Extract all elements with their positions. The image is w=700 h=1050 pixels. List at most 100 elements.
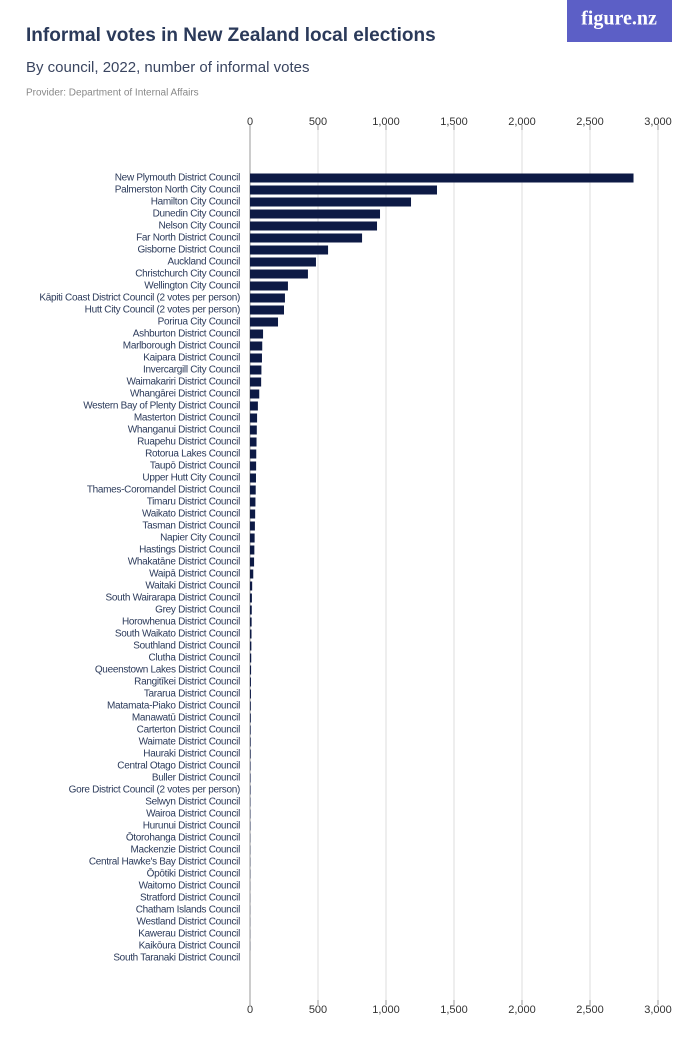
bar	[250, 665, 252, 675]
y-tick-label: Auckland Council	[168, 257, 241, 268]
y-tick-label: Buller District Council	[152, 773, 240, 784]
bar	[250, 329, 264, 339]
bar	[250, 209, 381, 219]
bar	[250, 509, 256, 519]
bar	[250, 737, 251, 747]
bar	[250, 413, 258, 423]
y-tick-label: Rotorua Lakes Council	[145, 449, 240, 460]
y-tick-label: Waikato District Council	[142, 509, 240, 520]
y-tick-label: Ōtorohanga District Council	[126, 832, 240, 844]
bar	[250, 521, 255, 531]
y-tick-label: Whangārei District Council	[130, 389, 240, 400]
bar	[250, 353, 262, 363]
bar	[250, 281, 288, 291]
source: Provider: Department of Internal Affairs	[26, 88, 199, 99]
y-tick-label: Grey District Council	[155, 605, 240, 616]
y-tick-label: Kaipara District Council	[143, 353, 240, 364]
bar	[250, 629, 252, 639]
y-tick-label: Horowhenua District Council	[122, 617, 240, 628]
y-tick-label: Invercargill City Council	[143, 365, 240, 376]
y-tick-label: South Waikato District Council	[115, 629, 240, 640]
y-tick-label: Clutha District Council	[149, 653, 241, 664]
y-tick-label: Ashburton District Council	[133, 329, 240, 340]
x-tick-label: 1,000	[372, 1004, 400, 1016]
bar	[250, 461, 257, 471]
bar	[250, 221, 378, 231]
bar	[250, 617, 252, 627]
bar	[250, 545, 255, 555]
bar	[250, 497, 256, 507]
bar	[250, 173, 634, 183]
bar	[250, 425, 257, 435]
y-tick-label: Far North District Council	[136, 233, 240, 244]
y-tick-label: New Plymouth District Council	[115, 173, 240, 184]
y-tick-label: Matamata-Piako District Council	[107, 701, 240, 712]
bar	[250, 749, 251, 759]
x-tick-label: 2,000	[508, 116, 536, 128]
y-tick-label: Waitomo District Council	[139, 881, 240, 892]
bar	[250, 365, 262, 375]
x-tick-label: 2,500	[576, 1004, 604, 1016]
logo-box[interactable]	[567, 0, 672, 42]
bar	[250, 713, 251, 723]
bar	[250, 773, 251, 783]
y-tick-label: Waitaki District Council	[145, 581, 240, 592]
bar	[250, 785, 251, 795]
y-tick-label: Marlborough District Council	[123, 341, 240, 352]
y-tick-label: Selwyn District Council	[145, 797, 240, 808]
x-tick-label: 1,000	[372, 116, 400, 128]
x-tick-label: 3,000	[644, 1004, 672, 1016]
bar	[250, 593, 252, 603]
bar	[250, 233, 363, 243]
chart-title: Informal votes in New Zealand local elec…	[26, 25, 436, 46]
bar	[250, 761, 251, 771]
y-tick-label: Waipā District Council	[149, 569, 240, 580]
bar	[250, 293, 285, 303]
y-tick-label: Upper Hutt City Council	[142, 473, 240, 484]
bar	[250, 557, 255, 567]
bar	[250, 569, 254, 579]
bar	[250, 725, 251, 735]
y-tick-label: Palmerston North City Council	[115, 185, 240, 196]
y-tick-label: South Taranaki District Council	[113, 953, 240, 964]
y-tick-label: Central Hawke's Bay District Council	[89, 857, 240, 868]
y-tick-label: Stratford District Council	[140, 893, 240, 904]
bar	[250, 689, 251, 699]
y-tick-label: Rangitīkei District Council	[134, 677, 240, 688]
x-tick-label: 1,500	[440, 1004, 468, 1016]
bar	[250, 653, 252, 663]
chart-subtitle: By council, 2022, number of informal vot…	[26, 59, 309, 76]
bar	[250, 377, 262, 387]
y-tick-label: Wellington City Council	[144, 281, 240, 292]
bar	[250, 317, 279, 327]
y-tick-label: Ōpōtiki District Council	[147, 868, 240, 880]
y-tick-label: Wairoa District Council	[146, 809, 240, 820]
x-tick-label: 0	[247, 116, 253, 128]
bar	[250, 197, 412, 207]
y-tick-label: Waimate District Council	[139, 737, 240, 748]
y-tick-label: Waimakariri District Council	[127, 377, 241, 388]
bar	[250, 677, 251, 687]
y-tick-label: Mackenzie District Council	[131, 845, 241, 856]
bar	[250, 341, 263, 351]
bar	[250, 605, 252, 615]
y-tick-label: Kāpiti Coast District Council (2 votes p…	[39, 293, 240, 304]
logo[interactable]: figure.nz	[581, 8, 657, 30]
x-tick-label: 500	[309, 1004, 327, 1016]
y-tick-label: Western Bay of Plenty District Council	[83, 401, 240, 412]
y-tick-label: Queenstown Lakes District Council	[95, 665, 240, 676]
x-tick-label: 1,500	[440, 116, 468, 128]
y-tick-label: Christchurch City Council	[135, 269, 240, 280]
y-tick-label: Timaru District Council	[147, 497, 240, 508]
y-tick-label: Manawatū District Council	[132, 713, 240, 724]
y-tick-label: Kawerau District Council	[138, 929, 240, 940]
bar	[250, 485, 256, 495]
bar	[250, 581, 253, 591]
bar	[250, 257, 316, 267]
y-tick-label: Masterton District Council	[134, 413, 240, 424]
y-tick-label: Tararua District Council	[144, 689, 240, 700]
y-tick-label: Tasman District Council	[142, 521, 240, 532]
y-tick-label: Porirua City Council	[158, 317, 240, 328]
x-tick-label: 3,000	[644, 116, 672, 128]
